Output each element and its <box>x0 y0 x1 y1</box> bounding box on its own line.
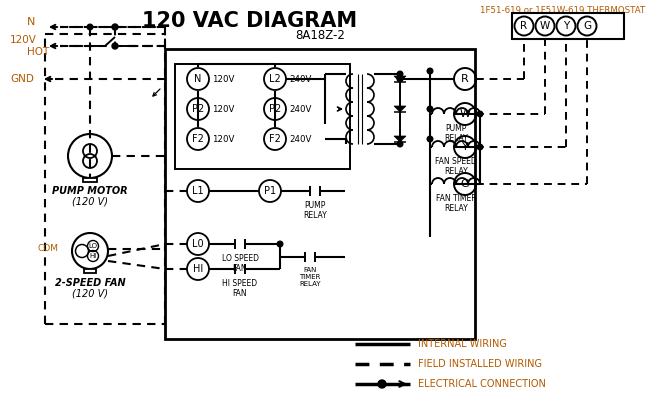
Text: FAN TIMER
RELAY: FAN TIMER RELAY <box>436 194 476 213</box>
Text: FAN SPEED
RELAY: FAN SPEED RELAY <box>435 157 477 176</box>
Circle shape <box>397 71 403 77</box>
Circle shape <box>397 141 403 147</box>
Text: 240V: 240V <box>289 134 312 143</box>
Circle shape <box>112 24 118 30</box>
Text: L1: L1 <box>192 186 204 196</box>
Text: PUMP
RELAY: PUMP RELAY <box>303 201 327 220</box>
Text: HI SPEED
FAN: HI SPEED FAN <box>222 279 257 298</box>
Text: 240V: 240V <box>289 104 312 114</box>
Text: FAN
TIMER
RELAY: FAN TIMER RELAY <box>299 267 321 287</box>
Text: L0: L0 <box>192 239 204 249</box>
Text: W: W <box>460 109 470 119</box>
Circle shape <box>378 380 386 388</box>
Text: L2: L2 <box>269 74 281 84</box>
Text: COM: COM <box>37 243 58 253</box>
Circle shape <box>277 241 283 247</box>
Text: INTERNAL WIRING: INTERNAL WIRING <box>418 339 507 349</box>
Text: FIELD INSTALLED WIRING: FIELD INSTALLED WIRING <box>418 359 542 369</box>
Polygon shape <box>394 106 406 112</box>
Text: 120V: 120V <box>212 134 234 143</box>
Text: F2: F2 <box>192 134 204 144</box>
Text: N: N <box>27 17 36 27</box>
Circle shape <box>427 68 433 74</box>
Text: N: N <box>194 74 202 84</box>
Text: P2: P2 <box>269 104 281 114</box>
Text: 120V: 120V <box>212 104 234 114</box>
Text: HI: HI <box>193 264 203 274</box>
Text: (120 V): (120 V) <box>72 288 108 298</box>
Text: F2: F2 <box>269 134 281 144</box>
Text: (120 V): (120 V) <box>72 196 108 206</box>
Text: LO SPEED
FAN: LO SPEED FAN <box>222 254 259 274</box>
Text: PUMP MOTOR: PUMP MOTOR <box>52 186 128 196</box>
Text: 120V: 120V <box>10 35 37 45</box>
Text: 1F51-619 or 1F51W-619 THERMOSTAT: 1F51-619 or 1F51W-619 THERMOSTAT <box>480 6 646 15</box>
Text: Y: Y <box>462 142 468 152</box>
Text: G: G <box>461 179 469 189</box>
Text: 2-SPEED FAN: 2-SPEED FAN <box>55 278 125 288</box>
Circle shape <box>87 24 93 30</box>
Text: ELECTRICAL CONNECTION: ELECTRICAL CONNECTION <box>418 379 546 389</box>
Circle shape <box>477 144 483 150</box>
Text: LO: LO <box>88 243 98 249</box>
Polygon shape <box>394 76 406 82</box>
Circle shape <box>427 106 433 112</box>
Text: G: G <box>583 21 591 31</box>
Text: HI: HI <box>89 253 96 259</box>
Circle shape <box>427 136 433 142</box>
Text: P2: P2 <box>192 104 204 114</box>
Text: R: R <box>461 74 469 84</box>
Text: HOT: HOT <box>27 47 50 57</box>
Circle shape <box>397 76 403 82</box>
Text: 8A18Z-2: 8A18Z-2 <box>295 29 345 42</box>
Text: PUMP
RELAY: PUMP RELAY <box>444 124 468 143</box>
Text: 120V: 120V <box>212 75 234 83</box>
Text: P1: P1 <box>264 186 276 196</box>
Text: 240V: 240V <box>289 75 312 83</box>
Text: 120 VAC DIAGRAM: 120 VAC DIAGRAM <box>143 11 358 31</box>
Polygon shape <box>394 136 406 142</box>
FancyBboxPatch shape <box>83 178 97 182</box>
Circle shape <box>112 43 118 49</box>
Text: GND: GND <box>10 74 34 84</box>
FancyBboxPatch shape <box>84 269 96 273</box>
Text: Y: Y <box>563 21 569 31</box>
Text: W: W <box>540 21 550 31</box>
Circle shape <box>477 111 483 117</box>
Text: R: R <box>521 21 527 31</box>
